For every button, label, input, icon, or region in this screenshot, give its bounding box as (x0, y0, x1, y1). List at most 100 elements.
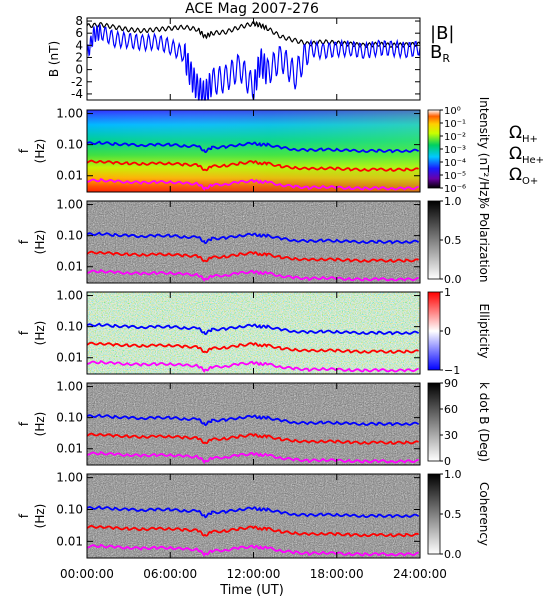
y-tick-label-6: -4 (71, 87, 83, 101)
legend-omega-o-sub: O+ (522, 176, 538, 187)
y-tick-label-3: 2 (75, 50, 83, 64)
series-line-1 (86, 24, 421, 101)
colorbar-tick-label-2: −1 (444, 364, 460, 377)
y-axis-label: f (17, 148, 31, 153)
colorbar-tick-label-0: 90 (444, 377, 458, 390)
legend-omega-o-label: Ω (509, 165, 522, 185)
y-axis-label: f (17, 513, 31, 518)
y-tick-label-1: 0.10 (56, 320, 83, 334)
colorbar-label-intensity: Intensity (nT²/Hz) (477, 97, 491, 202)
legend-omega-o: ΩO+ (509, 165, 538, 187)
y-tick-label-0: 1.00 (56, 471, 83, 485)
colorbar-tick-label-1: 10⁻¹ (444, 119, 466, 130)
gyro-line-ΩHe+ (86, 341, 419, 354)
colorbar-label-ellipticity: Ellipticity (477, 304, 491, 359)
x-axis-label: Time (UT) (219, 583, 284, 598)
x-tick-label-1: 06:00:00 (143, 567, 197, 581)
y-tick-label-0: 1.00 (56, 380, 83, 394)
y-tick-label-2: 0.01 (56, 534, 83, 548)
colorbar-polarization (427, 200, 441, 280)
x-tick-label-3: 18:00:00 (310, 567, 364, 581)
colorbar-ellipticity (427, 291, 441, 371)
colorbar-tick-label-0: 1.0 (444, 195, 462, 208)
x-tick-label-4: 24:00:00 (393, 567, 447, 581)
legend-omega-he: ΩHe+ (509, 144, 544, 166)
y-tick-label-0: 1.00 (56, 289, 83, 303)
y-axis-label: f (17, 239, 31, 244)
y-axis-label-unit: (Hz) (33, 412, 47, 437)
legend-omega-h-label: Ω (509, 123, 522, 143)
gyro-line-ΩHe+ (86, 524, 420, 538)
gyro-line-ΩHe+ (86, 250, 419, 263)
gyro-line-ΩH+ (86, 140, 420, 154)
colorbar-tick-label-1: 0.5 (444, 508, 462, 521)
legend-b-radial-label: B (430, 42, 442, 63)
panel-coherency: 1.00 0.10 0.01 f (Hz) 1.0 0.5 0.0 Coherency (17, 468, 491, 561)
x-tick-label-0: 00:00:00 (60, 567, 114, 581)
gyro-line-ΩH+ (86, 231, 420, 245)
colorbar-tick-label-2: 0.0 (444, 273, 462, 286)
y-tick-label-2: 0.01 (56, 260, 83, 274)
colorbar-label-coherency: Coherency (477, 482, 491, 546)
colorbar-tick-label-5: 10⁻⁵ (444, 171, 466, 182)
colorbar-coherency (427, 473, 441, 555)
field-plot-area (87, 18, 420, 100)
colorbar-tick-label-1: 60 (444, 403, 458, 416)
y-tick-label-1: 0.10 (56, 502, 83, 516)
colorbar-label-polarization: % Polarization (477, 198, 491, 283)
field-legend: |B| BR (430, 23, 454, 65)
panel-ellipticity: 1.00 0.10 0.01 f (Hz) 1 0 −1 Ellipticity (17, 286, 491, 377)
gyro-line-ΩO+ (87, 359, 419, 373)
y-tick-label-1: 0.10 (56, 411, 83, 425)
colorbar-intensity (427, 109, 441, 189)
y-tick-label-1: 0.10 (56, 138, 83, 152)
y-axis-label: f (17, 330, 31, 335)
gyro-line-ΩH+ (86, 413, 420, 427)
legend-b-magnitude: |B| (430, 23, 454, 44)
colorbar-tick-label-0: 1 (444, 286, 451, 299)
colorbar-tick-label-0: 10⁰ (444, 106, 461, 117)
y-tick-label-0: 1.00 (56, 198, 83, 212)
gyro-line-ΩO+ (87, 450, 419, 464)
colorbar-tick-label-2: 0.0 (444, 548, 462, 561)
colorbar-tick-label-2: 10⁻² (444, 132, 466, 143)
colorbar-tick-label-2: 30 (444, 429, 458, 442)
y-tick-label-2: 4 (75, 38, 83, 52)
colorbar-tick-label-3: 0 (444, 455, 451, 468)
y-axis-label-unit: (Hz) (33, 504, 47, 529)
panel-kdotb: 1.00 0.10 0.01 f (Hz) 90 60 30 0 k dot B (Deg) (17, 377, 491, 468)
legend-b-radial-sub: R (442, 52, 450, 65)
y-axis-label-unit: (Hz) (33, 139, 47, 164)
gyrofrequency-legend: ΩH+ ΩHe+ ΩO+ (509, 123, 544, 187)
y-axis-label: f (17, 421, 31, 426)
colorbar-tick-label-6: 10⁻⁶ (444, 184, 466, 195)
gyro-line-ΩHe+ (86, 159, 419, 172)
y-axis-label-unit: (Hz) (33, 321, 47, 346)
colorbar-tick-label-0: 1.0 (444, 468, 462, 481)
legend-omega-h: ΩH+ (509, 123, 538, 145)
y-tick-label-2: 0.01 (56, 351, 83, 365)
gyro-line-ΩH+ (86, 322, 420, 336)
gyro-line-ΩO+ (86, 543, 419, 557)
legend-omega-h-sub: H+ (522, 134, 538, 145)
y-tick-label-2: 0.01 (56, 169, 83, 183)
time-axis: 00:00:00 06:00:00 12:00:00 18:00:00 24:00:00 (60, 567, 447, 581)
y-tick-label-2: 0.01 (56, 442, 83, 456)
y-tick-label-5: -2 (71, 75, 83, 89)
y-tick-label-0: 8 (75, 14, 83, 28)
colorbar-tick-label-3: 10⁻³ (444, 145, 466, 156)
y-axis-label-unit: (Hz) (33, 230, 47, 255)
y-tick-label-1: 0.10 (56, 229, 83, 243)
y-axis-label: B (nT) (47, 41, 61, 77)
panel-polarization: 1.00 0.10 0.01 f (Hz) 1.0 0.5 0.0 % Polarization (17, 195, 491, 286)
y-tick-label-4: 0 (75, 63, 83, 77)
legend-b-radial: BR (430, 42, 450, 65)
chart-title: ACE Mag 2007-276 (185, 1, 319, 17)
colorbar-tick-label-4: 10⁻⁴ (444, 158, 466, 169)
colorbar-kdotb (427, 382, 441, 462)
gyro-line-ΩHe+ (86, 432, 419, 445)
colorbar-tick-label-1: 0.5 (444, 234, 462, 247)
legend-omega-he-sub: He+ (522, 155, 544, 166)
panel-intensity: 1.00 0.10 0.01 f (Hz) 10⁰ 10⁻¹ 10⁻² 10⁻³ 10⁻⁴ 10⁻⁵… (17, 97, 491, 202)
